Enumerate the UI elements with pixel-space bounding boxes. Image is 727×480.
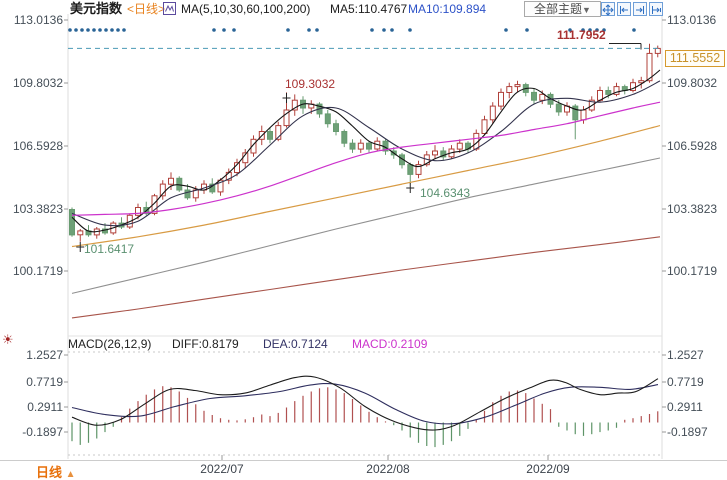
formula-icon[interactable] — [163, 2, 176, 18]
macd-axis-label-left: 0.7719 — [26, 375, 63, 389]
pan-right-icon[interactable] — [649, 2, 663, 16]
y-axis-label-left: 103.3823 — [12, 202, 63, 216]
pan-icon[interactable] — [601, 2, 615, 16]
macd-axis-label-left: 1.2527 — [26, 348, 63, 362]
x-axis-label: 2022/07 — [200, 462, 244, 476]
macd-axis-label-left: 0.2911 — [27, 400, 63, 414]
indicator-settings-icon[interactable]: ☀ — [2, 332, 14, 347]
x-axis-label: 2022/08 — [366, 462, 410, 476]
y-axis-label-right: 106.5928 — [667, 139, 718, 153]
period-selector[interactable]: 日线 ▲ — [36, 462, 76, 480]
macd-axis-label-right: 1.2527 — [667, 348, 704, 362]
start-low-label: 101.6417 — [84, 242, 135, 256]
y-axis-label-left: 109.8032 — [12, 76, 63, 90]
chevron-down-icon: ▼ — [582, 5, 591, 15]
y-axis-label-right: 113.0136 — [667, 13, 717, 27]
macd-dea-value: DEA:0.7124 — [263, 337, 328, 351]
local-high-label: 109.3032 — [285, 77, 336, 91]
scroll-right-icon[interactable] — [633, 2, 647, 16]
local-low-label: 104.6343 — [420, 186, 471, 200]
ma5-value: MA5:110.4767 — [330, 2, 408, 16]
macd-axis-label-left: -0.1897 — [22, 425, 63, 439]
y-axis-label-left: 113.0136 — [13, 13, 63, 27]
period-tag[interactable]: <日线> — [127, 2, 166, 16]
theme-dropdown-label: 全部主题 — [534, 2, 583, 16]
macd-title[interactable]: MACD(26,12,9) — [68, 337, 152, 351]
ma-settings-label[interactable]: MA(5,10,30,60,100,200) — [181, 2, 311, 16]
y-axis-label-left: 106.5928 — [12, 139, 63, 153]
swing-high-label: 111.7952 — [557, 28, 606, 42]
y-axis-label-right: 109.8032 — [667, 76, 718, 90]
period-selector-label: 日线 — [36, 465, 63, 480]
triangle-up-icon: ▲ — [65, 469, 76, 480]
y-axis-label-right: 100.1719 — [667, 264, 718, 278]
scroll-left-icon[interactable] — [617, 2, 631, 16]
current-price-badge: 111.5552 — [665, 50, 725, 67]
symbol-title: 美元指数 — [70, 1, 123, 16]
macd-axis-label-right: -0.1897 — [667, 425, 708, 439]
macd-diff-value: DIFF:0.8179 — [172, 337, 239, 351]
x-axis-label: 2022/09 — [526, 462, 570, 476]
theme-dropdown[interactable]: 全部主题▼ — [524, 1, 601, 17]
macd-value: MACD:0.2109 — [352, 337, 428, 351]
y-axis-label-right: 103.3823 — [667, 202, 718, 216]
ma10-value: MA10:109.894 — [408, 2, 487, 16]
macd-axis-label-right: 0.2911 — [667, 400, 703, 414]
macd-axis-label-right: 0.7719 — [667, 375, 704, 389]
y-axis-label-left: 100.1719 — [12, 264, 63, 278]
